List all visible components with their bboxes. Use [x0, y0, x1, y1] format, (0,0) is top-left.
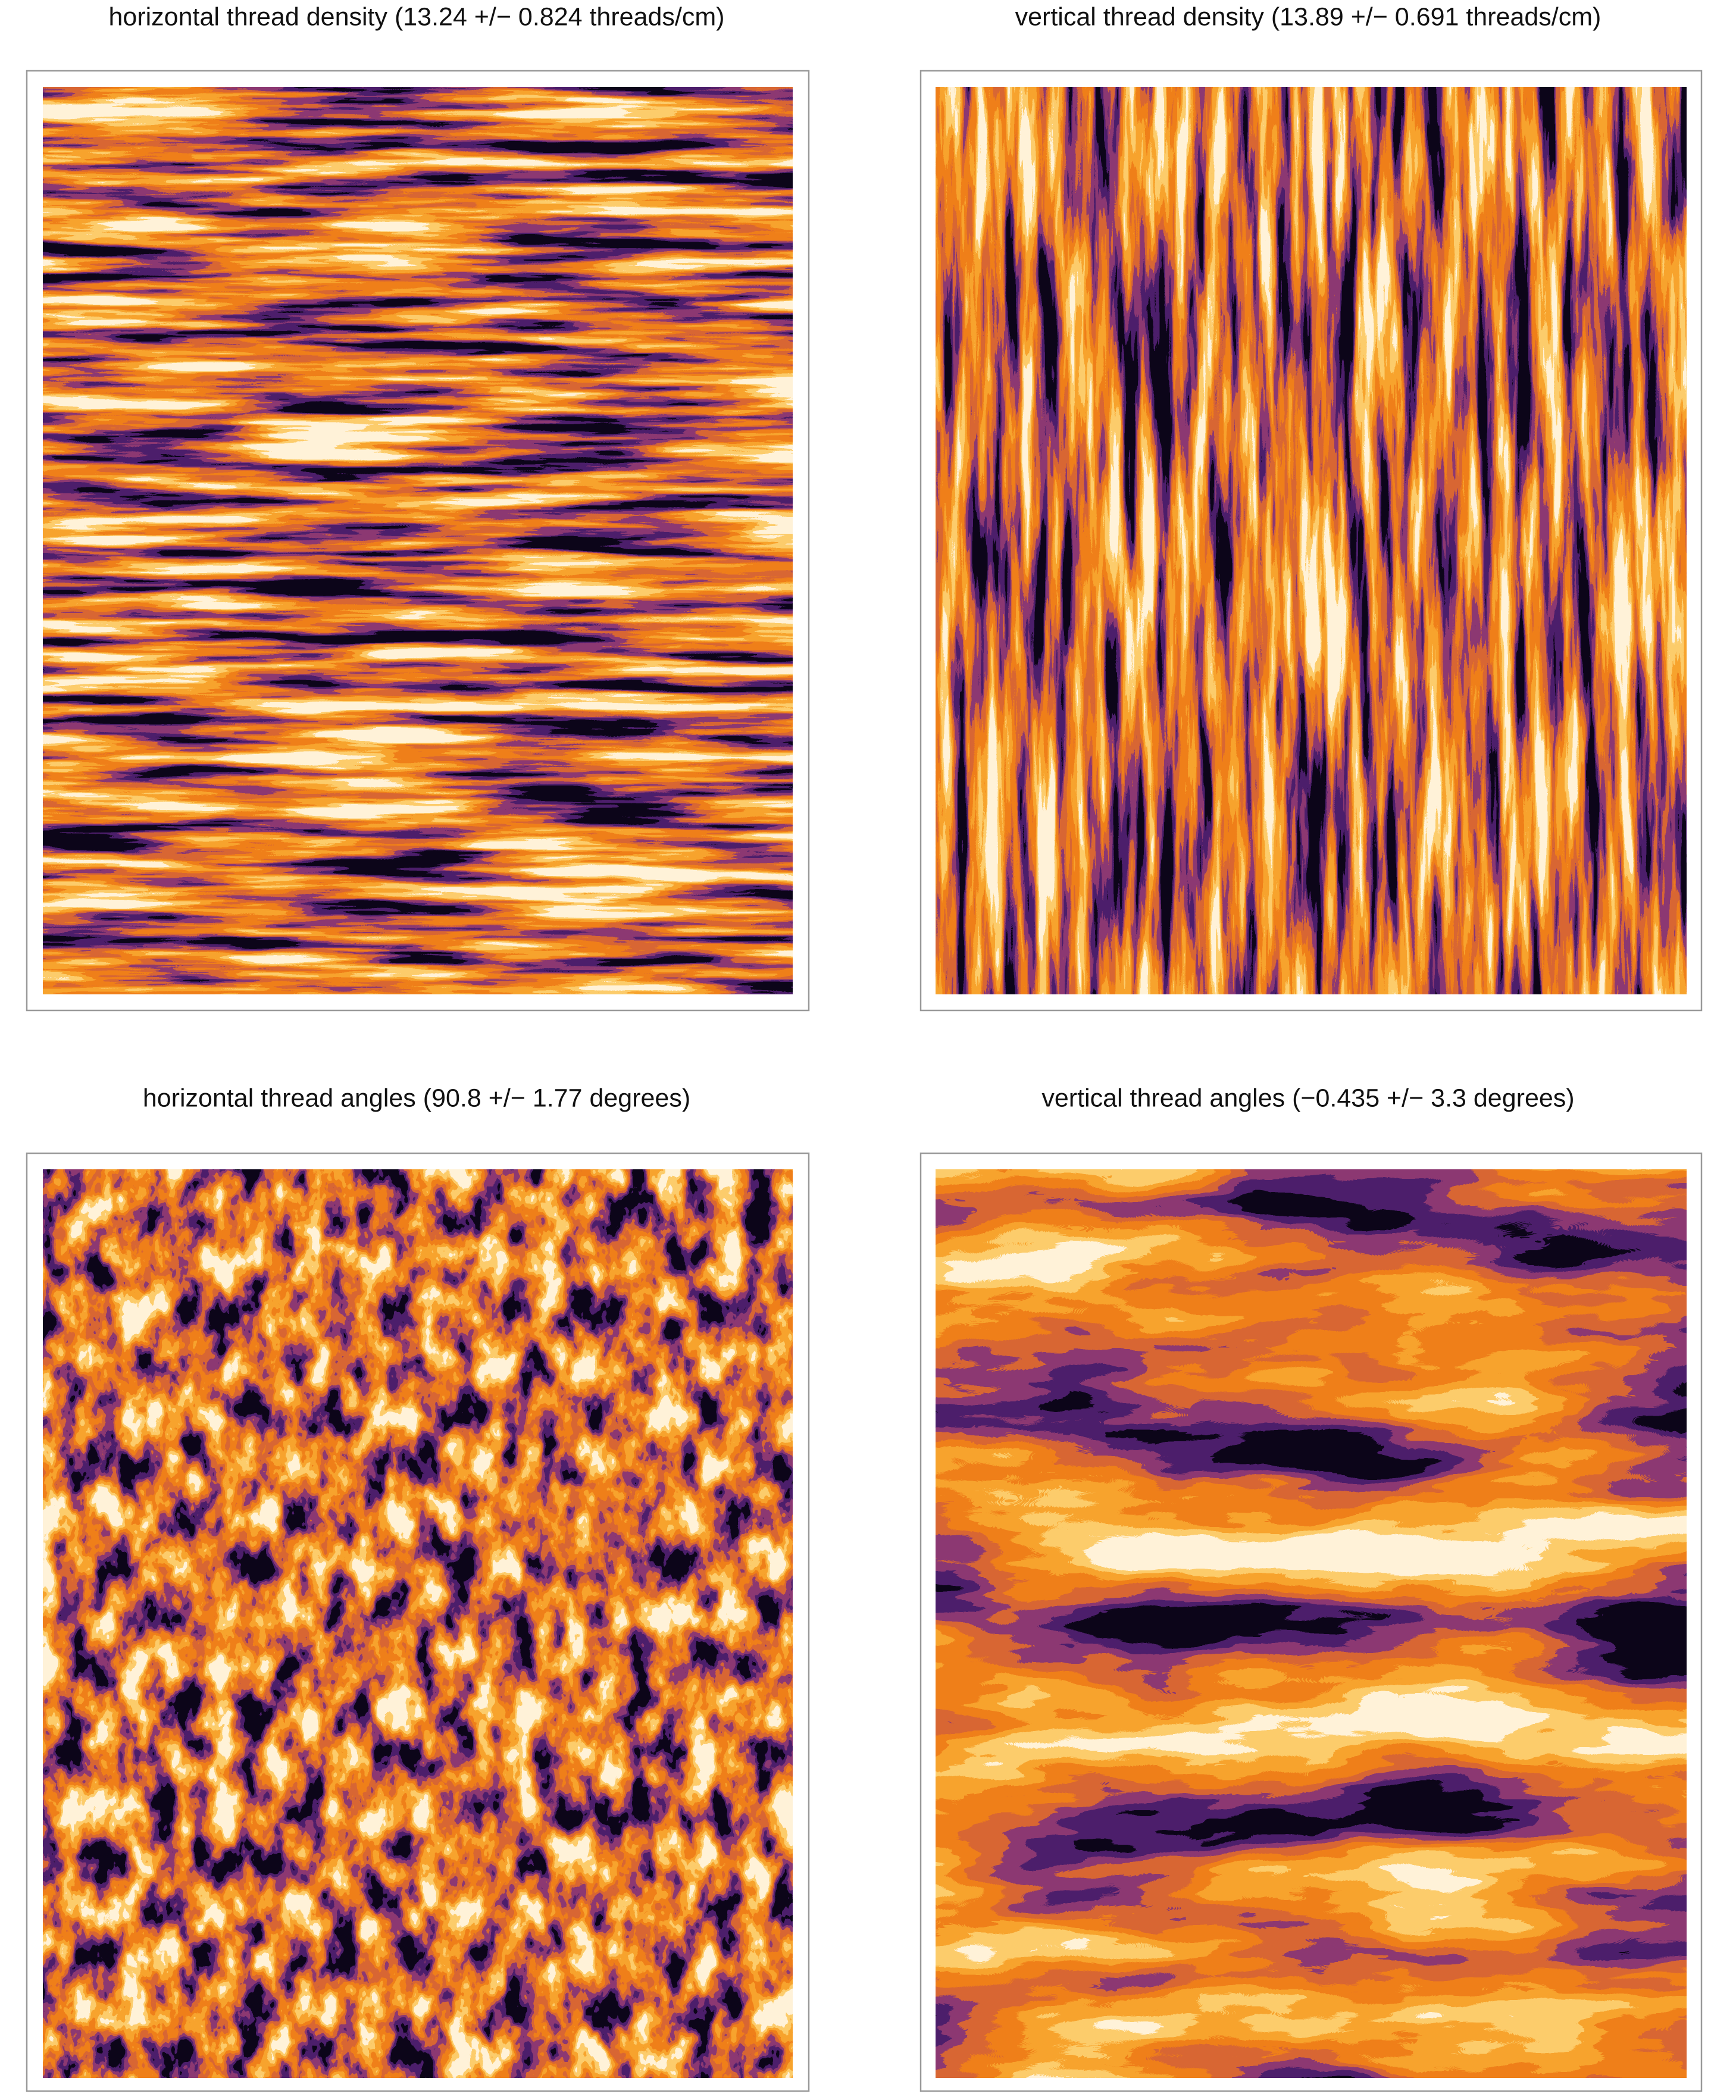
panel-title: vertical thread density (13.89 +/− 0.691…: [1015, 2, 1602, 31]
panel-title: horizontal thread angles (90.8 +/− 1.77 …: [143, 1084, 690, 1112]
heatmap-image: [43, 87, 793, 994]
panel: vertical thread angles (−0.435 +/− 3.3 d…: [919, 1084, 1703, 2092]
heatmap-image: [43, 1169, 793, 2078]
panel: vertical thread density (13.89 +/− 0.691…: [919, 2, 1703, 1012]
heatmap-image: [936, 1169, 1687, 2078]
heatmap-image: [936, 87, 1687, 994]
panel: horizontal thread density (13.24 +/− 0.8…: [26, 2, 810, 1012]
panel-title: horizontal thread density (13.24 +/− 0.8…: [108, 2, 724, 31]
panel-title: vertical thread angles (−0.435 +/− 3.3 d…: [1041, 1084, 1574, 1112]
panel: horizontal thread angles (90.8 +/− 1.77 …: [26, 1084, 810, 2092]
